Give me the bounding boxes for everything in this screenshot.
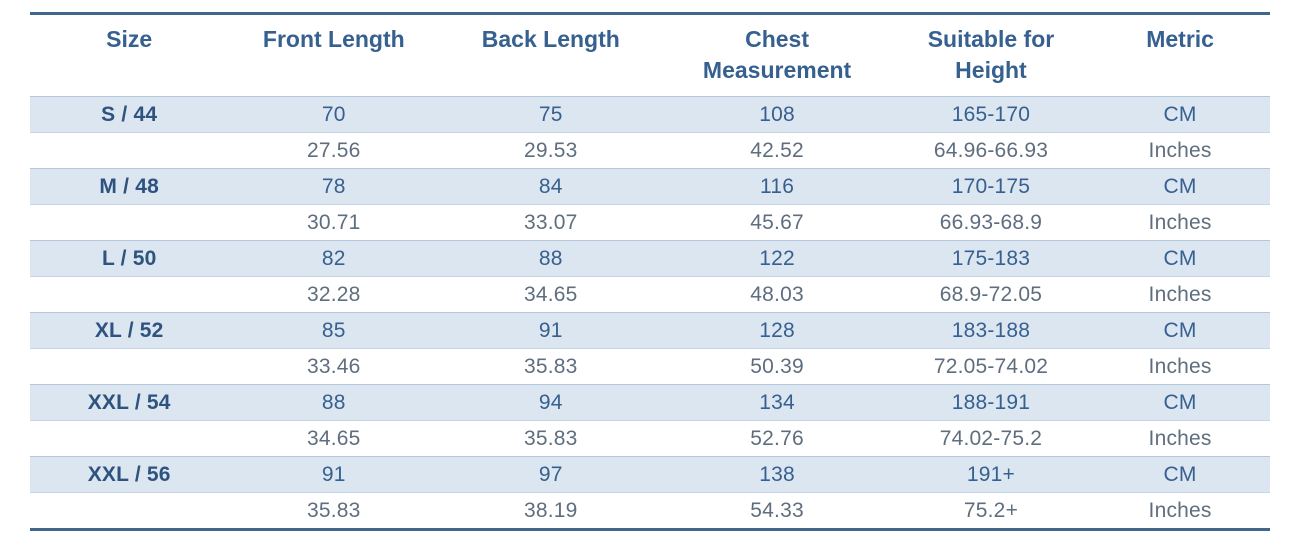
- cell-back-length: 34.65: [439, 276, 663, 313]
- cell-front-length: 27.56: [228, 132, 440, 169]
- cell-size: [30, 276, 229, 313]
- cell-metric: CM: [1090, 312, 1270, 350]
- cell-metric: CM: [1090, 96, 1270, 134]
- cell-suitable-height: 74.02-75.2: [891, 420, 1091, 457]
- table-row: 33.46 35.83 50.39 72.05-74.02 Inches: [30, 348, 1270, 385]
- cell-size: XL / 52: [30, 312, 229, 350]
- cell-metric: CM: [1090, 168, 1270, 206]
- cell-metric: CM: [1090, 384, 1270, 422]
- cell-metric: Inches: [1090, 276, 1270, 313]
- cell-back-length: 97: [439, 456, 663, 494]
- cell-chest-measurement: 108: [662, 96, 892, 134]
- table-row: XXL / 54 88 94 134 188-191 CM: [30, 384, 1270, 422]
- cell-front-length: 33.46: [228, 348, 440, 385]
- cell-suitable-height: 64.96-66.93: [891, 132, 1091, 169]
- cell-back-length: 88: [439, 240, 663, 278]
- cell-front-length: 32.28: [228, 276, 440, 313]
- cell-metric: CM: [1090, 240, 1270, 278]
- size-chart-container: Size Front Length Back Length Chest Meas…: [30, 12, 1270, 532]
- cell-size: [30, 420, 229, 457]
- cell-chest-measurement: 45.67: [662, 204, 892, 241]
- header-chest-measurement: Chest Measurement: [662, 13, 892, 97]
- cell-back-length: 35.83: [439, 348, 663, 385]
- cell-front-length: 70: [228, 96, 440, 134]
- cell-suitable-height: 170-175: [891, 168, 1091, 206]
- cell-chest-measurement: 138: [662, 456, 892, 494]
- cell-size: [30, 348, 229, 385]
- cell-front-length: 85: [228, 312, 440, 350]
- table-row: 30.71 33.07 45.67 66.93-68.9 Inches: [30, 204, 1270, 241]
- cell-front-length: 91: [228, 456, 440, 494]
- cell-back-length: 94: [439, 384, 663, 422]
- cell-suitable-height: 165-170: [891, 96, 1091, 134]
- cell-back-length: 75: [439, 96, 663, 134]
- cell-chest-measurement: 116: [662, 168, 892, 206]
- cell-chest-measurement: 54.33: [662, 492, 892, 530]
- cell-chest-measurement: 122: [662, 240, 892, 278]
- header-suitable-height: Suitable for Height: [891, 13, 1091, 97]
- cell-front-length: 30.71: [228, 204, 440, 241]
- cell-chest-measurement: 48.03: [662, 276, 892, 313]
- cell-size: L / 50: [30, 240, 229, 278]
- table-row: XL / 52 85 91 128 183-188 CM: [30, 312, 1270, 350]
- header-front-length: Front Length: [228, 13, 440, 97]
- header-size: Size: [30, 13, 229, 97]
- table-row: M / 48 78 84 116 170-175 CM: [30, 168, 1270, 206]
- cell-suitable-height: 66.93-68.9: [891, 204, 1091, 241]
- cell-size: [30, 204, 229, 241]
- table-row: 34.65 35.83 52.76 74.02-75.2 Inches: [30, 420, 1270, 457]
- cell-metric: CM: [1090, 456, 1270, 494]
- cell-size: [30, 492, 229, 530]
- cell-chest-measurement: 52.76: [662, 420, 892, 457]
- cell-suitable-height: 75.2+: [891, 492, 1091, 530]
- cell-metric: Inches: [1090, 492, 1270, 530]
- cell-metric: Inches: [1090, 132, 1270, 169]
- header-row: Size Front Length Back Length Chest Meas…: [30, 13, 1270, 97]
- cell-front-length: 88: [228, 384, 440, 422]
- cell-size: M / 48: [30, 168, 229, 206]
- cell-back-length: 91: [439, 312, 663, 350]
- cell-chest-measurement: 42.52: [662, 132, 892, 169]
- size-chart-table: Size Front Length Back Length Chest Meas…: [30, 12, 1270, 532]
- header-metric: Metric: [1090, 13, 1270, 97]
- cell-back-length: 38.19: [439, 492, 663, 530]
- cell-back-length: 84: [439, 168, 663, 206]
- cell-suitable-height: 175-183: [891, 240, 1091, 278]
- cell-metric: Inches: [1090, 204, 1270, 241]
- table-body: S / 44 70 75 108 165-170 CM 27.56 29.53 42.52 64.…: [30, 96, 1270, 530]
- cell-front-length: 35.83: [228, 492, 440, 530]
- cell-metric: Inches: [1090, 348, 1270, 385]
- cell-back-length: 33.07: [439, 204, 663, 241]
- cell-suitable-height: 72.05-74.02: [891, 348, 1091, 385]
- cell-front-length: 82: [228, 240, 440, 278]
- table-row: L / 50 82 88 122 175-183 CM: [30, 240, 1270, 278]
- cell-size: XXL / 56: [30, 456, 229, 494]
- table-row: 32.28 34.65 48.03 68.9-72.05 Inches: [30, 276, 1270, 313]
- cell-suitable-height: 68.9-72.05: [891, 276, 1091, 313]
- cell-back-length: 29.53: [439, 132, 663, 169]
- cell-back-length: 35.83: [439, 420, 663, 457]
- cell-chest-measurement: 134: [662, 384, 892, 422]
- table-row: 35.83 38.19 54.33 75.2+ Inches: [30, 492, 1270, 530]
- table-row: S / 44 70 75 108 165-170 CM: [30, 96, 1270, 134]
- table-row: 27.56 29.53 42.52 64.96-66.93 Inches: [30, 132, 1270, 169]
- cell-suitable-height: 191+: [891, 456, 1091, 494]
- cell-size: XXL / 54: [30, 384, 229, 422]
- cell-front-length: 78: [228, 168, 440, 206]
- cell-suitable-height: 183-188: [891, 312, 1091, 350]
- cell-chest-measurement: 50.39: [662, 348, 892, 385]
- cell-suitable-height: 188-191: [891, 384, 1091, 422]
- table-row: XXL / 56 91 97 138 191+ CM: [30, 456, 1270, 494]
- cell-size: S / 44: [30, 96, 229, 134]
- cell-metric: Inches: [1090, 420, 1270, 457]
- header-back-length: Back Length: [439, 13, 663, 97]
- cell-chest-measurement: 128: [662, 312, 892, 350]
- cell-front-length: 34.65: [228, 420, 440, 457]
- cell-size: [30, 132, 229, 169]
